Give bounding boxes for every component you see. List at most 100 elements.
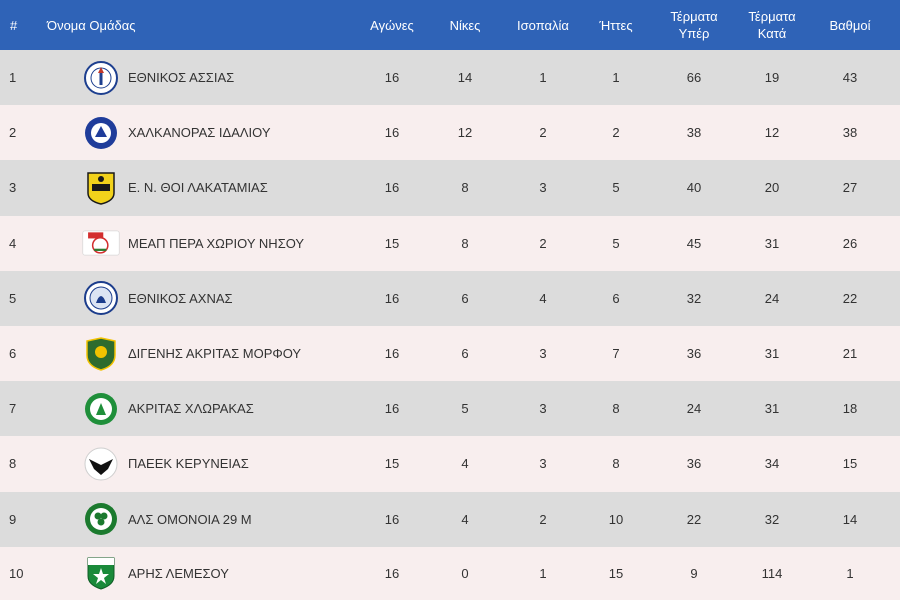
team-link[interactable]: ΧΑΛΚΑΝΟΡΑΣ ΙΔΑΛΙΟΥ bbox=[82, 114, 352, 152]
team-name: ΑΡΗΣ ΛΕΜΕΣΟΥ bbox=[128, 565, 229, 581]
team-link[interactable]: Ε. Ν. ΘΟΙ ΛΑΚΑΤΑΜΙΑΣ bbox=[82, 169, 352, 207]
cell-team: ΑΛΣ ΟΜΟΝΟΙΑ 29 Μ bbox=[35, 492, 352, 547]
cell-played: 16 bbox=[384, 125, 400, 141]
team-link[interactable]: ΕΘΝΙΚΟΣ ΑΣΣΙΑΣ bbox=[82, 59, 352, 97]
cell-points: 18 bbox=[842, 401, 858, 417]
cell-points: 1 bbox=[846, 565, 854, 581]
cell-points: 43 bbox=[842, 70, 858, 86]
team-link[interactable]: ΜΕΑΠ ΠΕΡΑ ΧΩΡΙΟΥ ΝΗΣΟΥ bbox=[82, 224, 352, 262]
table-row[interactable]: 8 ΠΑΕΕΚ ΚΕΡΥΝΕΙΑΣ 15 4 3 8 36 34 15 bbox=[0, 436, 900, 492]
col-header-team[interactable]: Όνομα Ομάδας bbox=[47, 17, 136, 33]
cell-losses: 8 bbox=[612, 456, 620, 472]
cell-team: ΕΘΝΙΚΟΣ ΑΣΣΙΑΣ bbox=[35, 50, 352, 105]
cell-team: ΔΙΓΕΝΗΣ ΑΚΡΙΤΑΣ ΜΟΡΦΟΥ bbox=[35, 326, 352, 381]
cell-rank: 4 bbox=[9, 235, 17, 251]
meap-pera-chorio-crest-icon bbox=[82, 224, 120, 262]
cell-goals-against: 31 bbox=[764, 235, 780, 251]
akritas-chloraka-crest-icon bbox=[82, 390, 120, 428]
team-name: ΑΚΡΙΤΑΣ ΧΛΩΡΑΚΑΣ bbox=[128, 401, 254, 417]
cell-points: 26 bbox=[842, 235, 858, 251]
cell-points: 21 bbox=[842, 346, 858, 362]
cell-losses: 6 bbox=[612, 290, 620, 306]
table-row[interactable]: 9 ΑΛΣ ΟΜΟΝΟΙΑ 29 Μ 16 4 2 10 22 32 14 bbox=[0, 491, 900, 547]
cell-goals-for: 9 bbox=[690, 565, 698, 581]
cell-rank: 9 bbox=[9, 511, 17, 527]
team-name: ΕΘΝΙΚΟΣ ΑΧΝΑΣ bbox=[128, 290, 233, 306]
aris-lemesou-crest-icon bbox=[82, 554, 120, 592]
cell-points: 38 bbox=[842, 125, 858, 141]
table-row[interactable]: 10 ΑΡΗΣ ΛΕΜΕΣΟΥ 16 0 1 15 9 114 1 bbox=[0, 546, 900, 600]
cell-goals-against: 34 bbox=[764, 456, 780, 472]
ethnikos-assias-crest-icon bbox=[82, 59, 120, 97]
cell-played: 16 bbox=[384, 70, 400, 86]
cell-losses: 7 bbox=[612, 346, 620, 362]
team-link[interactable]: ΑΡΗΣ ΛΕΜΕΣΟΥ bbox=[82, 554, 352, 592]
team-link[interactable]: ΑΚΡΙΤΑΣ ΧΛΩΡΑΚΑΣ bbox=[82, 390, 352, 428]
table-row[interactable]: 1 ΕΘΝΙΚΟΣ ΑΣΣΙΑΣ 16 14 1 1 66 19 43 bbox=[0, 50, 900, 106]
cell-points: 14 bbox=[842, 511, 858, 527]
team-link[interactable]: ΔΙΓΕΝΗΣ ΑΚΡΙΤΑΣ ΜΟΡΦΟΥ bbox=[82, 335, 352, 373]
cell-played: 16 bbox=[384, 565, 400, 581]
cell-team: ΠΑΕΕΚ ΚΕΡΥΝΕΙΑΣ bbox=[35, 436, 352, 491]
cell-played: 15 bbox=[384, 456, 400, 472]
table-row[interactable]: 7 ΑΚΡΙΤΑΣ ΧΛΩΡΑΚΑΣ 16 5 3 8 24 31 18 bbox=[0, 381, 900, 437]
cell-played: 16 bbox=[384, 511, 400, 527]
cell-draws: 2 bbox=[539, 511, 547, 527]
table-row[interactable]: 6 ΔΙΓΕΝΗΣ ΑΚΡΙΤΑΣ ΜΟΡΦΟΥ 16 6 3 7 36 31 21 bbox=[0, 325, 900, 382]
cell-losses: 8 bbox=[612, 401, 620, 417]
cell-goals-for: 22 bbox=[686, 511, 702, 527]
cell-draws: 3 bbox=[539, 180, 547, 196]
ethnikos-achnas-crest-icon bbox=[82, 279, 120, 317]
cell-team: ΜΕΑΠ ΠΕΡΑ ΧΩΡΙΟΥ ΝΗΣΟΥ bbox=[35, 216, 352, 271]
cell-draws: 1 bbox=[539, 70, 547, 86]
cell-goals-for: 24 bbox=[686, 401, 702, 417]
cell-played: 16 bbox=[384, 401, 400, 417]
team-link[interactable]: ΕΘΝΙΚΟΣ ΑΧΝΑΣ bbox=[82, 279, 352, 317]
cell-wins: 6 bbox=[461, 346, 469, 362]
cell-rank: 3 bbox=[9, 180, 17, 196]
cell-played: 15 bbox=[384, 235, 400, 251]
cell-rank: 1 bbox=[9, 70, 17, 86]
col-header-points[interactable]: Βαθμοί bbox=[829, 17, 871, 33]
cell-played: 16 bbox=[384, 346, 400, 362]
cell-losses: 5 bbox=[612, 180, 620, 196]
team-name: ΕΘΝΙΚΟΣ ΑΣΣΙΑΣ bbox=[128, 70, 235, 86]
team-link[interactable]: ΑΛΣ ΟΜΟΝΟΙΑ 29 Μ bbox=[82, 500, 352, 538]
col-header-losses[interactable]: Ήττες bbox=[599, 17, 633, 33]
cell-losses: 1 bbox=[612, 70, 620, 86]
cell-points: 27 bbox=[842, 180, 858, 196]
cell-goals-for: 45 bbox=[686, 235, 702, 251]
cell-rank: 6 bbox=[9, 346, 17, 362]
cell-wins: 14 bbox=[457, 70, 473, 86]
cell-goals-for: 38 bbox=[686, 125, 702, 141]
col-header-goals-for[interactable]: Τέρματα Υπέρ bbox=[644, 0, 744, 50]
table-row[interactable]: 2 ΧΑΛΚΑΝΟΡΑΣ ΙΔΑΛΙΟΥ 16 12 2 2 38 12 38 bbox=[0, 105, 900, 161]
col-header-goals-against-line1: Τέρματα bbox=[748, 9, 796, 24]
cell-goals-for: 32 bbox=[686, 290, 702, 306]
table-row[interactable]: 5 ΕΘΝΙΚΟΣ ΑΧΝΑΣ 16 6 4 6 32 24 22 bbox=[0, 270, 900, 326]
col-header-wins[interactable]: Νίκες bbox=[449, 17, 481, 33]
cell-goals-for: 66 bbox=[686, 70, 702, 86]
cell-draws: 3 bbox=[539, 456, 547, 472]
cell-rank: 7 bbox=[9, 401, 17, 417]
col-header-goals-for-line1: Τέρματα bbox=[670, 9, 718, 24]
col-header-rank[interactable]: # bbox=[10, 17, 18, 33]
table-row[interactable]: 4 ΜΕΑΠ ΠΕΡΑ ΧΩΡΙΟΥ ΝΗΣΟΥ 15 8 2 5 45 31 26 bbox=[0, 215, 900, 271]
cell-rank: 10 bbox=[9, 565, 24, 581]
col-header-draws[interactable]: Ισοπαλία bbox=[517, 17, 569, 33]
col-header-played[interactable]: Αγώνες bbox=[370, 17, 414, 33]
team-name: Ε. Ν. ΘΟΙ ΛΑΚΑΤΑΜΙΑΣ bbox=[128, 180, 268, 196]
cell-team: ΧΑΛΚΑΝΟΡΑΣ ΙΔΑΛΙΟΥ bbox=[35, 105, 352, 160]
team-name: ΑΛΣ ΟΜΟΝΟΙΑ 29 Μ bbox=[128, 511, 252, 527]
team-link[interactable]: ΠΑΕΕΚ ΚΕΡΥΝΕΙΑΣ bbox=[82, 445, 352, 483]
cell-losses: 5 bbox=[612, 235, 620, 251]
table-row[interactable]: 3 Ε. Ν. ΘΟΙ ΛΑΚΑΤΑΜΙΑΣ 16 8 3 5 40 20 27 bbox=[0, 160, 900, 216]
col-header-goals-against[interactable]: Τέρματα Κατά bbox=[744, 0, 800, 50]
cell-wins: 8 bbox=[461, 235, 469, 251]
team-name: ΔΙΓΕΝΗΣ ΑΚΡΙΤΑΣ ΜΟΡΦΟΥ bbox=[128, 346, 302, 362]
cell-draws: 1 bbox=[539, 565, 547, 581]
cell-rank: 5 bbox=[9, 290, 17, 306]
cell-goals-against: 24 bbox=[764, 290, 780, 306]
cell-wins: 8 bbox=[461, 180, 469, 196]
